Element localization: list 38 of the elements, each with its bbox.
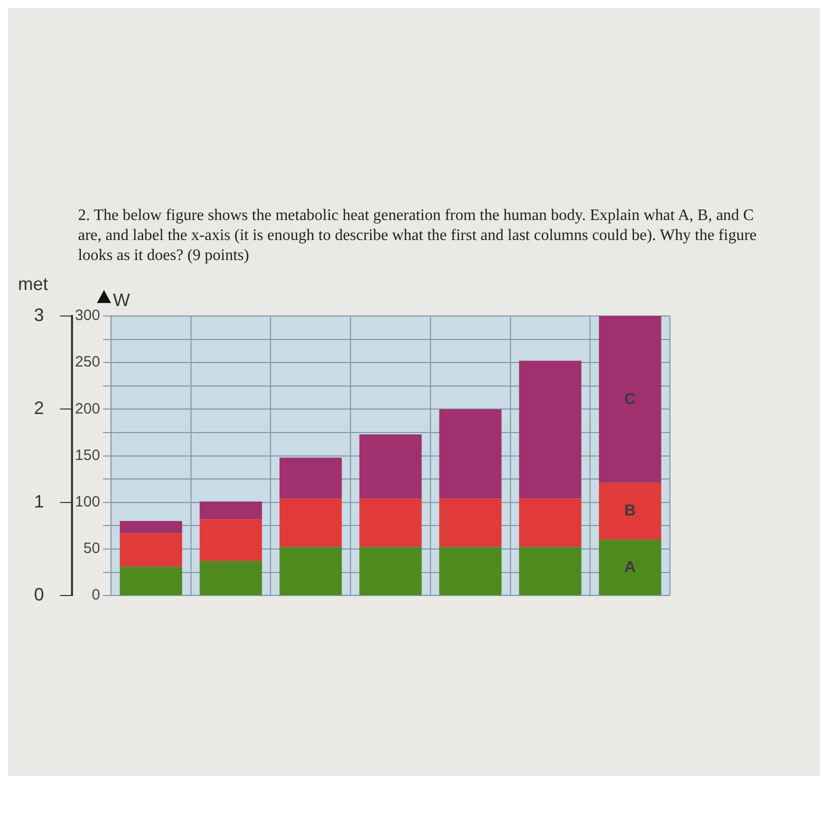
bar bbox=[200, 501, 262, 520]
bar bbox=[598, 316, 662, 483]
bar bbox=[519, 360, 582, 499]
bar bbox=[519, 547, 582, 596]
y2-tick-label: 3 bbox=[34, 304, 44, 325]
chart-title: 2. The below figure shows the metabolic heat generation from the human body. Explain what A, B, and C are, and label the x-axis (it is enough to describe what the first and last columns could be). Why the figure looks as it does? (9 points) bbox=[77, 206, 758, 266]
bar bbox=[200, 561, 262, 596]
bar bbox=[359, 498, 422, 548]
y-tick-label: 50 bbox=[83, 540, 100, 558]
bar bbox=[439, 409, 502, 499]
y-axis-title: W bbox=[113, 290, 130, 310]
annotation: C bbox=[624, 390, 636, 408]
y-tick-label: 0 bbox=[92, 586, 100, 604]
bar bbox=[519, 498, 582, 548]
bar bbox=[120, 533, 182, 567]
annotation: A bbox=[624, 558, 636, 576]
bar bbox=[280, 458, 342, 499]
y2-tick-label: 1 bbox=[34, 491, 44, 512]
bar bbox=[439, 498, 502, 548]
bar bbox=[359, 434, 422, 499]
bar bbox=[200, 519, 262, 562]
y-tick-label: 200 bbox=[75, 400, 100, 418]
y-tick-label: 100 bbox=[75, 494, 100, 511]
y2-axis-title: met bbox=[18, 274, 48, 294]
y-tick-label: 150 bbox=[75, 446, 100, 464]
bar bbox=[598, 482, 662, 540]
bar bbox=[439, 547, 502, 596]
bar bbox=[280, 547, 342, 596]
annotation: B bbox=[624, 502, 636, 520]
bar bbox=[120, 566, 182, 596]
y-tick-label: 250 bbox=[75, 354, 100, 371]
bar bbox=[359, 547, 422, 596]
bar bbox=[280, 498, 342, 548]
y-tick-label: 300 bbox=[75, 307, 100, 324]
y2-tick-label: 2 bbox=[34, 398, 44, 418]
bar bbox=[598, 540, 662, 596]
bar bbox=[120, 521, 182, 534]
y2-tick-label: 0 bbox=[34, 584, 44, 605]
